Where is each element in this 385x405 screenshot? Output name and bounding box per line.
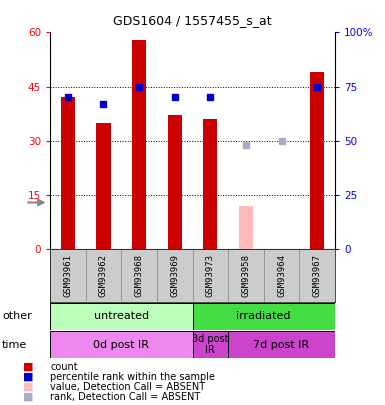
Bar: [203, 119, 218, 249]
Text: percentile rank within the sample: percentile rank within the sample: [50, 372, 215, 382]
Text: ■: ■: [23, 372, 33, 382]
Bar: [50, 303, 192, 330]
Bar: [228, 331, 335, 358]
Text: GSM93958: GSM93958: [241, 254, 250, 297]
Bar: [61, 97, 75, 249]
Text: 7d post IR: 7d post IR: [253, 340, 310, 350]
Text: ■: ■: [23, 362, 33, 371]
Text: GSM93973: GSM93973: [206, 254, 215, 297]
Text: untreated: untreated: [94, 311, 149, 321]
Text: GSM93969: GSM93969: [170, 254, 179, 297]
Text: other: other: [2, 311, 32, 321]
Text: time: time: [2, 340, 27, 350]
Text: ■: ■: [23, 392, 33, 402]
Bar: [167, 115, 182, 249]
Text: 3d post
IR: 3d post IR: [192, 334, 229, 356]
Text: GSM93961: GSM93961: [64, 254, 72, 297]
Bar: [192, 303, 335, 330]
Bar: [192, 249, 228, 302]
Text: GSM93964: GSM93964: [277, 254, 286, 297]
Text: 0d post IR: 0d post IR: [93, 340, 149, 350]
Bar: [50, 249, 85, 302]
Bar: [300, 249, 335, 302]
Text: rank, Detection Call = ABSENT: rank, Detection Call = ABSENT: [50, 392, 200, 402]
Bar: [132, 40, 146, 249]
Bar: [228, 249, 264, 302]
Text: ■: ■: [23, 382, 33, 392]
Bar: [239, 206, 253, 249]
Bar: [192, 331, 228, 358]
Bar: [85, 249, 121, 302]
Bar: [96, 123, 110, 249]
Text: GSM93962: GSM93962: [99, 254, 108, 297]
Bar: [264, 249, 300, 302]
Bar: [310, 72, 324, 249]
Text: value, Detection Call = ABSENT: value, Detection Call = ABSENT: [50, 382, 205, 392]
Text: GSM93967: GSM93967: [313, 254, 321, 297]
Bar: [121, 249, 157, 302]
Text: count: count: [50, 362, 78, 371]
Bar: [50, 331, 192, 358]
Text: GSM93968: GSM93968: [135, 254, 144, 297]
Bar: [157, 249, 192, 302]
Text: irradiated: irradiated: [236, 311, 291, 321]
Text: GDS1604 / 1557455_s_at: GDS1604 / 1557455_s_at: [113, 14, 272, 27]
